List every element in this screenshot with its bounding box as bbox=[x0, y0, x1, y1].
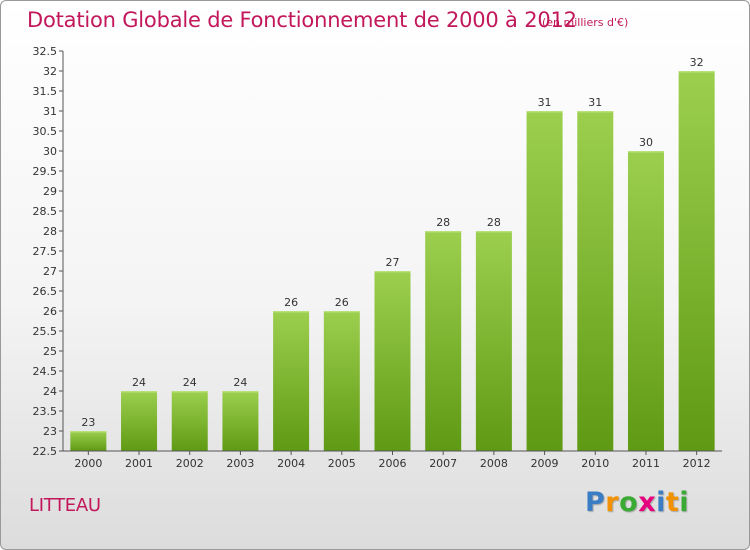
y-tick-label: 30.5 bbox=[33, 125, 58, 138]
bar-highlight bbox=[222, 391, 259, 393]
data-label: 24 bbox=[132, 376, 146, 389]
x-tick-label: 2003 bbox=[226, 457, 254, 470]
y-tick-label: 30 bbox=[43, 145, 57, 158]
bar-highlight bbox=[627, 151, 664, 153]
x-tick-label: 2011 bbox=[632, 457, 660, 470]
y-tick-label: 29 bbox=[43, 185, 57, 198]
bar bbox=[475, 231, 512, 451]
data-label: 28 bbox=[436, 216, 450, 229]
bar-highlight bbox=[425, 231, 462, 233]
logo-letter: o bbox=[619, 487, 639, 518]
logo-letter: x bbox=[638, 487, 657, 518]
commune-name: LITTEAU bbox=[29, 495, 101, 516]
axes-group: 22.5 23 23.5 24 24.5 25 25.5 26 26.5 27 27.5 28 28.5… bbox=[33, 45, 722, 470]
bar bbox=[70, 431, 107, 451]
x-tick-label: 2001 bbox=[125, 457, 153, 470]
data-label: 24 bbox=[233, 376, 247, 389]
y-tick-label: 32.5 bbox=[33, 45, 58, 58]
data-label: 26 bbox=[284, 296, 298, 309]
data-label: 26 bbox=[335, 296, 349, 309]
x-tick-label: 2007 bbox=[429, 457, 457, 470]
y-tick-label: 31.5 bbox=[33, 85, 58, 98]
y-tick-label: 32 bbox=[43, 65, 57, 78]
y-tick-label: 27 bbox=[43, 265, 57, 278]
bar-highlight bbox=[678, 71, 715, 73]
y-tick-label: 26 bbox=[43, 305, 57, 318]
y-tick-label: 22.5 bbox=[33, 445, 58, 458]
bar bbox=[678, 71, 715, 451]
y-tick-label: 28 bbox=[43, 225, 57, 238]
bars-group: 23 24 24 24 26 26 27 28 28 31 31 30 32 bbox=[70, 56, 715, 451]
bar bbox=[627, 151, 664, 451]
bar bbox=[121, 391, 158, 451]
logo-letter: i bbox=[679, 487, 690, 518]
x-tick-label: 2012 bbox=[683, 457, 711, 470]
bar-highlight bbox=[526, 111, 563, 113]
bar bbox=[323, 311, 360, 451]
x-tick-label: 2009 bbox=[531, 457, 559, 470]
logo-letter: t bbox=[665, 487, 680, 518]
y-tick-label: 23.5 bbox=[33, 405, 58, 418]
bar-highlight bbox=[577, 111, 614, 113]
logo-letter: r bbox=[605, 487, 620, 518]
bar-highlight bbox=[475, 231, 512, 233]
x-tick-label: 2002 bbox=[176, 457, 204, 470]
bar bbox=[222, 391, 259, 451]
chart-title: Dotation Globale de Fonctionnement de 20… bbox=[27, 8, 577, 32]
x-tick-label: 2010 bbox=[581, 457, 609, 470]
x-tick-label: 2008 bbox=[480, 457, 508, 470]
data-label: 24 bbox=[183, 376, 197, 389]
bar bbox=[374, 271, 411, 451]
data-label: 31 bbox=[588, 96, 602, 109]
logo-letter: i bbox=[656, 487, 666, 518]
bar-highlight bbox=[171, 391, 208, 393]
data-label: 27 bbox=[386, 256, 400, 269]
bar bbox=[526, 111, 563, 451]
bar-highlight bbox=[70, 431, 107, 433]
y-tick-label: 25 bbox=[43, 345, 57, 358]
y-tick-label: 25.5 bbox=[33, 325, 58, 338]
y-tick-label: 26.5 bbox=[33, 285, 58, 298]
y-tick-label: 23 bbox=[43, 425, 57, 438]
data-label: 31 bbox=[538, 96, 552, 109]
bar-highlight bbox=[374, 271, 411, 273]
y-tick-label: 27.5 bbox=[33, 245, 58, 258]
y-tick-label: 28.5 bbox=[33, 205, 58, 218]
data-label: 23 bbox=[81, 416, 95, 429]
unit-note: (en milliers d'€) bbox=[542, 16, 629, 29]
logo-letter: P bbox=[585, 487, 606, 518]
y-tick-label: 24.5 bbox=[33, 365, 58, 378]
data-label: 32 bbox=[690, 56, 704, 69]
bar-highlight bbox=[121, 391, 158, 393]
y-tick-label: 29.5 bbox=[33, 165, 58, 178]
x-tick-label: 2004 bbox=[277, 457, 305, 470]
x-tick-label: 2000 bbox=[74, 457, 102, 470]
x-tick-label: 2005 bbox=[328, 457, 356, 470]
bar bbox=[273, 311, 310, 451]
bar bbox=[577, 111, 614, 451]
bar bbox=[425, 231, 462, 451]
bar-highlight bbox=[273, 311, 310, 313]
bar bbox=[171, 391, 208, 451]
x-tick-label: 2006 bbox=[379, 457, 407, 470]
y-tick-label: 24 bbox=[43, 385, 57, 398]
data-label: 30 bbox=[639, 136, 653, 149]
data-label: 28 bbox=[487, 216, 501, 229]
proxiti-logo: Proxiti bbox=[585, 487, 689, 518]
bar-highlight bbox=[323, 311, 360, 313]
y-tick-label: 31 bbox=[43, 105, 57, 118]
